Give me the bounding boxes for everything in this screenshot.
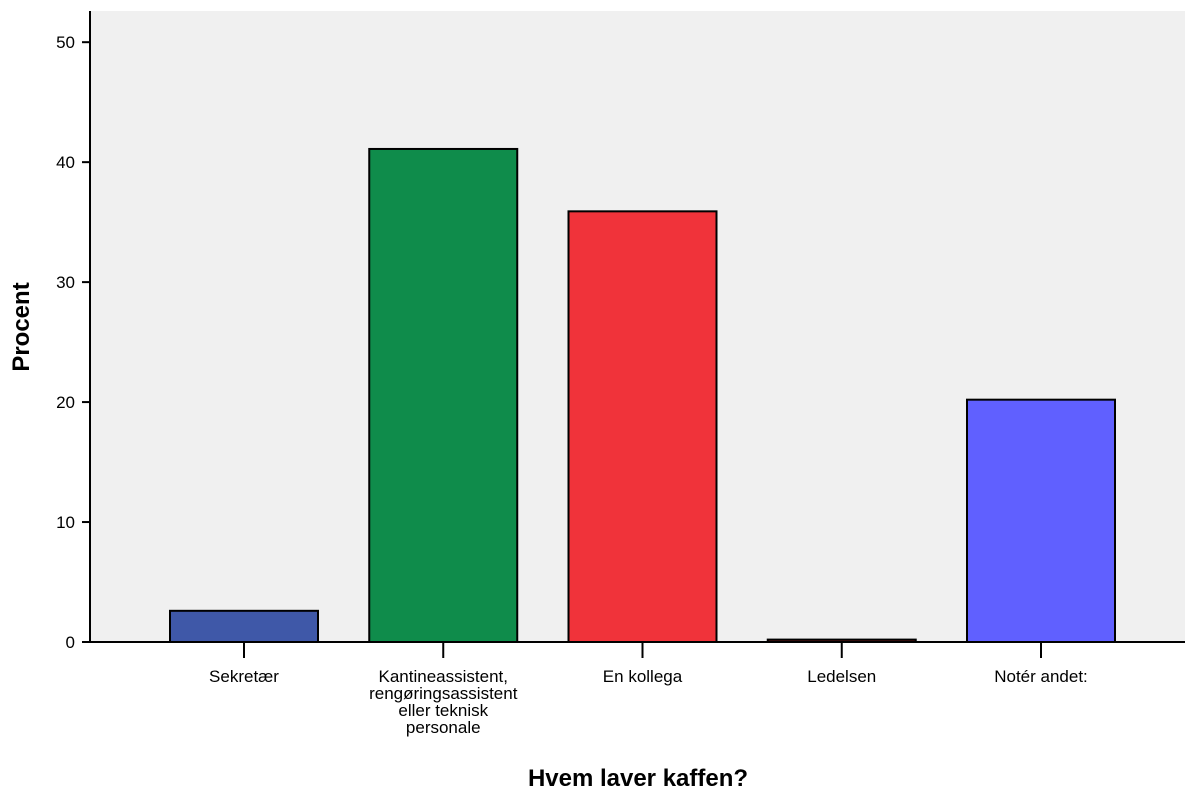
x-tick-label: Kantineassistent, rengøringsassistent elle… bbox=[369, 667, 518, 737]
x-axis-title: Hvem laver kaffen? bbox=[528, 765, 748, 792]
x-tick-label-line: eller teknisk bbox=[398, 701, 488, 720]
y-axis-title: Procent bbox=[8, 282, 35, 371]
x-tick-label-line: Notér andet: bbox=[994, 667, 1088, 686]
y-tick-label: 50 bbox=[56, 33, 75, 52]
y-tick-label: 40 bbox=[56, 153, 75, 172]
bar bbox=[169, 609, 319, 643]
x-ticks-group: Sekretær Kantineassistent, rengøringsassis… bbox=[209, 643, 1088, 737]
y-tick-label: 20 bbox=[56, 393, 75, 412]
x-tick-label-line: Kantineassistent, bbox=[379, 667, 508, 686]
y-ticks-group: 0 10 20 30 40 50 bbox=[56, 33, 90, 652]
bars-group bbox=[169, 147, 1116, 644]
x-tick-label: Sekretær bbox=[209, 667, 279, 686]
y-tick-label: 30 bbox=[56, 273, 75, 292]
bar bbox=[368, 147, 519, 643]
y-tick-label: 10 bbox=[56, 513, 75, 532]
x-tick-label: En kollega bbox=[603, 667, 683, 686]
x-tick-label: Ledelsen bbox=[807, 667, 876, 686]
bar bbox=[966, 398, 1116, 644]
y-tick-label: 0 bbox=[66, 633, 75, 652]
x-tick-label-line: Ledelsen bbox=[807, 667, 876, 686]
x-tick-label-line: rengøringsassistent bbox=[369, 684, 518, 703]
x-tick-label-line: Sekretær bbox=[209, 667, 279, 686]
bar bbox=[567, 210, 718, 644]
x-tick-label: Notér andet: bbox=[994, 667, 1088, 686]
x-tick-label-line: En kollega bbox=[603, 667, 683, 686]
x-tick-label-line: personale bbox=[406, 718, 481, 737]
